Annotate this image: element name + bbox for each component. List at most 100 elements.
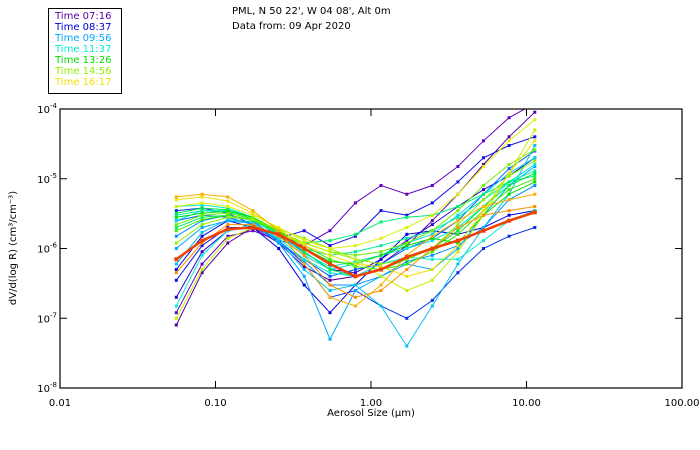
x-tick-label: 1.00 [360, 398, 382, 409]
data-point [430, 234, 434, 238]
y-tick-base: 10 [37, 105, 50, 116]
data-point [174, 211, 178, 215]
legend-entry: Time 13:26 [55, 55, 112, 66]
data-point [174, 262, 178, 266]
x-axis-title: Aerosol Size (µm) [327, 408, 415, 419]
data-point [430, 223, 434, 227]
data-point [174, 304, 178, 308]
data-point [405, 257, 409, 261]
data-point [226, 236, 230, 240]
data-point [430, 232, 434, 236]
series-1630 [174, 192, 537, 308]
series-1550 [174, 118, 537, 250]
data-point [200, 241, 204, 245]
data-point [174, 257, 179, 262]
data-point [353, 253, 357, 257]
data-point [430, 213, 434, 217]
data-point [200, 215, 204, 219]
data-point [251, 211, 255, 215]
data-point [302, 251, 306, 255]
data-point [302, 229, 306, 233]
y-tick-exponent: -6 [50, 242, 58, 250]
data-point [328, 253, 332, 257]
data-point [302, 239, 306, 243]
data-point [507, 234, 511, 238]
data-point [226, 195, 230, 199]
series-1617 [174, 139, 537, 278]
data-point [174, 268, 178, 271]
data-point [328, 278, 332, 282]
data-point [251, 218, 255, 222]
data-point [277, 227, 281, 231]
data-point [507, 144, 511, 147]
data-point [379, 304, 383, 308]
data-point [507, 116, 511, 120]
data-point [430, 184, 434, 187]
data-point [328, 271, 332, 275]
data-point [277, 236, 281, 240]
data-point [302, 244, 306, 248]
y-tick-label: 10-5 [37, 172, 57, 186]
data-point [328, 274, 332, 278]
data-point [200, 195, 204, 199]
legend-entry: Time 08:37 [55, 22, 112, 33]
data-point [507, 218, 512, 223]
data-point [200, 226, 204, 229]
data-point [225, 227, 230, 232]
data-point [456, 219, 460, 223]
data-point [328, 311, 332, 315]
y-tick-base: 10 [37, 245, 50, 256]
data-point [379, 274, 383, 278]
data-point [379, 184, 383, 187]
data-point [200, 268, 204, 271]
data-point [533, 177, 537, 181]
data-point [456, 271, 460, 275]
data-point [277, 239, 281, 243]
data-point [456, 226, 460, 229]
legend-entry: Time 11:37 [55, 44, 112, 55]
data-point [200, 201, 204, 205]
data-point [379, 236, 383, 240]
data-point [507, 174, 511, 178]
data-point [379, 257, 383, 261]
data-point [328, 250, 332, 254]
data-point [456, 213, 460, 217]
data-point [250, 225, 255, 230]
legend: Time 07:16 Time 08:37 Time 09:56 Time 11… [48, 8, 122, 94]
data-point [174, 205, 178, 208]
data-point [430, 257, 434, 261]
data-point [482, 192, 485, 196]
data-point [200, 209, 204, 213]
data-point [174, 213, 178, 217]
data-point [379, 253, 383, 257]
data-point [456, 250, 460, 254]
data-point [200, 211, 204, 215]
data-point [328, 239, 332, 243]
data-point [533, 171, 537, 175]
data-point [174, 271, 178, 275]
data-point [174, 219, 178, 223]
data-point [430, 250, 434, 254]
data-point [174, 323, 178, 327]
data-point [379, 267, 383, 272]
data-point [430, 246, 435, 251]
data-point [328, 247, 332, 250]
data-point [430, 219, 434, 223]
data-point [456, 209, 460, 213]
data-point [251, 229, 255, 233]
data-point [405, 274, 409, 278]
data-point [174, 229, 178, 233]
data-point [456, 215, 460, 219]
data-point [430, 239, 434, 243]
legend-entry: Time 16:17 [55, 77, 112, 88]
data-point [174, 295, 178, 299]
data-point [456, 257, 460, 261]
data-point [405, 316, 409, 320]
data-point [353, 257, 357, 261]
data-point [507, 213, 511, 217]
data-point [405, 344, 409, 348]
data-point [533, 192, 537, 196]
data-point [533, 139, 537, 143]
data-point [456, 244, 460, 248]
data-point [379, 250, 383, 254]
